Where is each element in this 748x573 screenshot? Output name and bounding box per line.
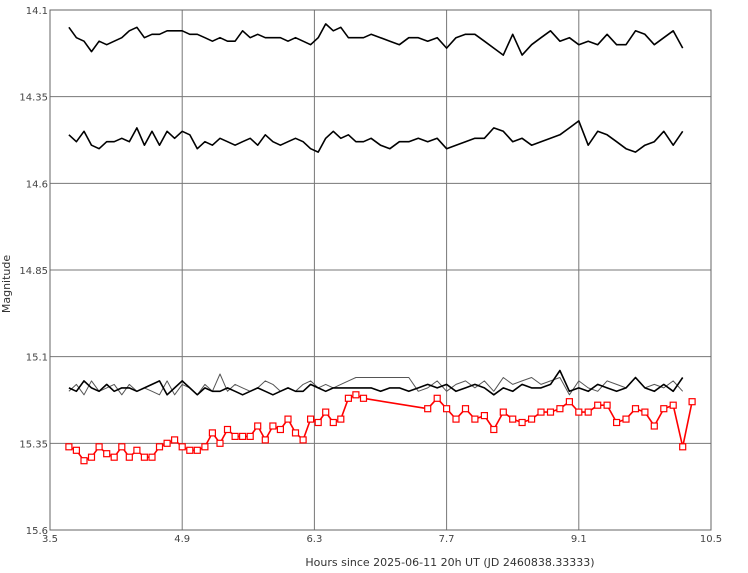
gridlines [50,10,711,530]
y-axis-label: Magnitude [0,255,13,314]
series-5-point [103,450,111,458]
series-5-point [688,398,696,406]
series-layer [65,23,696,465]
series-5-point [612,418,621,427]
series-5-point [461,405,470,413]
y-tick-label: 15.35 [19,439,48,450]
series-5-point [546,408,555,416]
x-axis-label: Hours since 2025-06-11 20h UT (JD 246083… [305,556,594,569]
y-tick-label: 14.6 [26,179,48,190]
series-5-point [471,415,479,423]
series-5-point [537,408,545,416]
series-5-point [352,391,360,399]
y-tick-label: 14.85 [19,266,48,277]
series-5-point [95,443,103,451]
series-5-point [660,405,668,413]
series-5-point [433,394,441,402]
plot-frame [49,9,712,531]
series-5-point [314,418,322,427]
series-5-point [452,415,460,423]
series-5-point [424,405,432,413]
y-tick-label: 15.1 [26,353,48,364]
series-5-point [480,412,488,420]
series-1-line [68,23,684,56]
series-5-point [679,443,687,451]
series-5-point [80,457,88,465]
series-5-point [178,443,186,451]
x-tick-label: 9.1 [571,534,587,545]
series-5-point [239,432,247,440]
x-tick-label: 3.5 [42,534,58,545]
series-5-point [216,439,224,447]
series-5-point [193,446,201,454]
series-4-line [68,369,684,396]
series-5-point [223,425,232,434]
series-5-point [269,422,277,430]
series-5-point [246,432,254,440]
series-5-point [527,415,536,423]
series-5-point [125,453,133,461]
series-5-point [337,415,345,423]
x-tick-label: 4.9 [174,534,190,545]
series-5-point [575,408,583,416]
series-5-point [291,429,300,437]
series-5-point [631,405,640,413]
series-5-point [329,418,337,427]
series-5-point [518,418,526,427]
series-5-point [171,436,179,444]
series-5-point [201,443,209,451]
series-5-point [650,422,658,430]
series-5-point [499,408,507,416]
series-5-point [622,415,630,423]
series-5-point [565,398,574,406]
series-5-point [72,446,81,454]
series-2-line [68,120,684,153]
series-5-point [163,439,171,447]
x-tick-label: 6.3 [306,534,322,545]
series-5-point [65,443,73,451]
series-5-point [556,405,564,413]
x-tick-label: 10.5 [700,534,722,545]
series-5-point [594,401,602,409]
series-5-point [603,401,611,409]
y-tick-label: 14.1 [26,6,48,17]
y-tick-label: 15.6 [26,526,48,537]
series-5-point [87,453,96,461]
series-5-point [359,394,368,402]
series-5-point [584,408,592,416]
series-5-point [669,401,677,409]
series-5-point [443,405,451,413]
series-3-line [68,373,684,396]
series-5-point [118,443,126,451]
series-5-point [186,446,194,454]
series-5-point [641,408,649,416]
series-5-point [276,425,284,434]
series-5-point [254,422,262,430]
x-tick-label: 7.7 [439,534,455,545]
series-5-point [148,453,156,461]
series-5-point [231,432,239,440]
series-5-point [140,453,148,461]
series-5-point [490,425,498,434]
series-5-point [322,408,330,416]
series-5-point [307,415,315,423]
series-5-point [509,415,517,423]
y-tick-label: 14.35 [19,93,48,104]
series-5-point [208,429,216,437]
series-5-point [299,436,307,444]
series-5-point [344,394,352,402]
series-5-point [133,446,141,454]
series-5-point [261,436,269,444]
series-5-point [284,415,292,423]
series-5-point [155,443,164,451]
series-5-point [110,453,118,461]
tick-labels: 3.5 4.9 6.3 7.7 9.1 10.5 14.1 14.35 14.6 14.85 15.… [19,6,722,545]
